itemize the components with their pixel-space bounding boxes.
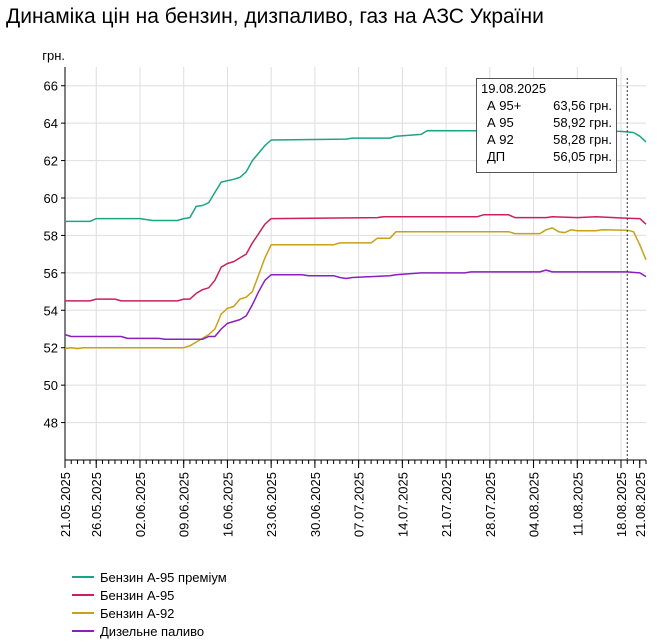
series-line-2 (64, 227, 647, 350)
legend-swatch (72, 576, 94, 578)
tooltip-row: А 92 58,28 грн. (481, 132, 612, 149)
tooltip-series-value: 63,56 грн. (553, 98, 612, 113)
x-tick-label: 28.07.2025 (483, 472, 498, 537)
legend-label: Бензин А-92 (100, 605, 175, 621)
tooltip-row: А 95+ 63,56 грн. (481, 98, 612, 115)
y-tick-label: 64 (44, 116, 58, 131)
y-tick-label: 48 (44, 416, 58, 431)
y-tick-label: 58 (44, 228, 58, 243)
legend-swatch (72, 594, 94, 596)
legend-swatch (72, 612, 94, 614)
series-line-3 (64, 269, 647, 341)
legend-item-a95-premium[interactable]: Бензин А-95 преміум (72, 568, 227, 586)
legend-swatch (72, 630, 94, 632)
y-tick-label: 60 (44, 191, 58, 206)
tooltip-series-value: 58,92 грн. (553, 115, 612, 130)
chart-title: Динаміка цін на бензин, дизпаливо, газ н… (6, 5, 544, 28)
legend-item-a95[interactable]: Бензин А-95 (72, 586, 227, 604)
y-tick-label: 50 (44, 378, 58, 393)
x-tick-label: 21.05.2025 (58, 472, 73, 537)
series-lines (64, 129, 647, 350)
y-axis-label: грн. (42, 48, 65, 63)
x-tick-label: 04.08.2025 (527, 472, 542, 537)
tooltip-series-name: ДП (487, 149, 506, 164)
legend: Бензин А-95 преміум Бензин А-95 Бензин А… (72, 568, 227, 640)
x-tick-label: 26.05.2025 (89, 472, 104, 537)
series-line-0 (65, 129, 647, 223)
y-tick-label: 54 (44, 303, 58, 318)
x-tick-label: 16.06.2025 (220, 472, 235, 537)
hover-tooltip: 19.08.2025 А 95+ 63,56 грн. А 95 58,92 г… (476, 78, 617, 173)
x-tick-label: 21.07.2025 (439, 472, 454, 537)
tooltip-series-name: А 92 (487, 132, 514, 147)
tooltip-series-name: А 95+ (487, 98, 522, 113)
legend-item-diesel[interactable]: Дизельне паливо (72, 622, 227, 640)
axes: 48 50 52 54 56 58 60 62 64 66 грн. 21.05.2025 26.05.… (42, 48, 648, 537)
tooltip-series-value: 58,28 грн. (553, 132, 612, 147)
x-tick-label: 09.06.2025 (177, 472, 192, 537)
tooltip-date: 19.08.2025 (481, 81, 547, 96)
x-tick-label: 02.06.2025 (133, 472, 148, 537)
legend-label: Дизельне паливо (100, 623, 205, 639)
tooltip-series-name: А 95 (487, 115, 514, 130)
tooltip-row: ДП 56,05 грн. (481, 149, 612, 166)
legend-label: Бензин А-95 преміум (100, 569, 227, 585)
x-tick-label: 14.07.2025 (395, 472, 410, 537)
legend-item-a92[interactable]: Бензин А-92 (72, 604, 227, 622)
x-tick-label: 23.06.2025 (264, 472, 279, 537)
y-tick-label: 56 (44, 266, 58, 281)
y-tick-label: 52 (44, 341, 58, 356)
tooltip-series-value: 56,05 грн. (553, 149, 612, 164)
x-tick-label: 30.06.2025 (308, 472, 323, 537)
x-tick-label: 07.07.2025 (352, 472, 367, 537)
series-line-1 (65, 214, 647, 302)
x-tick-label: 11.08.2025 (570, 472, 585, 536)
legend-label: Бензин А-95 (100, 587, 175, 603)
y-tick-label: 66 (44, 79, 58, 94)
tooltip-row: А 95 58,92 грн. (481, 115, 612, 132)
x-tick-label: 18.08.2025 (614, 472, 629, 537)
x-tick-label: 21.08.2025 (633, 472, 648, 537)
y-tick-label: 62 (44, 154, 58, 169)
